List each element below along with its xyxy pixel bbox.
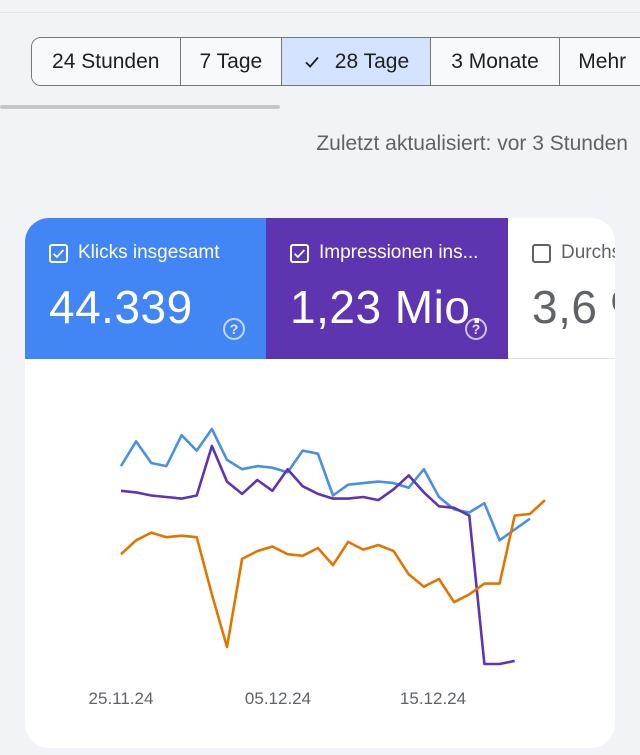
help-icon[interactable]: ? bbox=[223, 318, 245, 340]
top-divider bbox=[0, 12, 640, 13]
checkmark-icon bbox=[305, 56, 319, 68]
performance-line-chart: 25.11.24 05.12.24 15.12.24 bbox=[89, 427, 546, 708]
metric-value: 1,23 Mio. bbox=[290, 281, 484, 333]
range-3-monate-button[interactable]: 3 Monate bbox=[430, 38, 561, 85]
metric-header: Impressionen ins... bbox=[290, 242, 478, 264]
x-tick-label: 15.12.24 bbox=[400, 689, 466, 708]
range-label: 24 Stunden bbox=[52, 49, 160, 73]
series-line-1 bbox=[119, 427, 531, 542]
help-icon[interactable]: ? bbox=[465, 318, 487, 340]
metric-label: Durchs bbox=[561, 242, 615, 263]
horizontal-scroll-indicator[interactable] bbox=[0, 105, 280, 109]
metric-label: Impressionen ins... bbox=[319, 242, 479, 263]
metric-header: Durchs bbox=[532, 242, 615, 264]
range-24-stunden-button[interactable]: 24 Stunden bbox=[32, 38, 181, 85]
checkbox-unchecked-icon[interactable] bbox=[532, 243, 551, 263]
x-tick-label: 05.12.24 bbox=[245, 689, 311, 708]
last-updated-text: Zuletzt aktualisiert: vor 3 Stunden bbox=[316, 132, 628, 155]
metric-value: 3,6 % bbox=[532, 281, 615, 333]
metric-tile-ctr[interactable]: Durchs 3,6 % bbox=[508, 218, 615, 359]
metric-header: Klicks insgesamt bbox=[49, 242, 220, 264]
metric-label: Klicks insgesamt bbox=[78, 242, 220, 263]
series-line-2 bbox=[120, 444, 515, 666]
checkbox-checked-icon[interactable] bbox=[290, 243, 309, 263]
metric-tile-clicks[interactable]: Klicks insgesamt 44.339 ? bbox=[25, 218, 266, 359]
x-tick-label: 25.11.24 bbox=[89, 689, 154, 708]
range-28-tage-button[interactable]: 28 Tage bbox=[282, 38, 431, 85]
range-label: 7 Tage bbox=[199, 49, 263, 73]
range-label: 3 Monate bbox=[451, 49, 539, 73]
date-range-selector: 24 Stunden 7 Tage 28 Tage 3 Monate Mehr bbox=[31, 37, 640, 86]
series-line-3 bbox=[120, 499, 546, 649]
checkbox-checked-icon[interactable] bbox=[49, 243, 68, 263]
range-mehr-button[interactable]: Mehr bbox=[560, 38, 640, 85]
range-label: 28 Tage bbox=[334, 49, 410, 73]
metric-value: 44.339 bbox=[49, 281, 193, 333]
metric-tile-impressions[interactable]: Impressionen ins... 1,23 Mio. ? bbox=[266, 218, 508, 359]
range-7-tage-button[interactable]: 7 Tage bbox=[180, 38, 283, 85]
performance-card: Klicks insgesamt 44.339 ? Impressionen i… bbox=[25, 218, 615, 748]
range-label: Mehr bbox=[578, 49, 627, 73]
